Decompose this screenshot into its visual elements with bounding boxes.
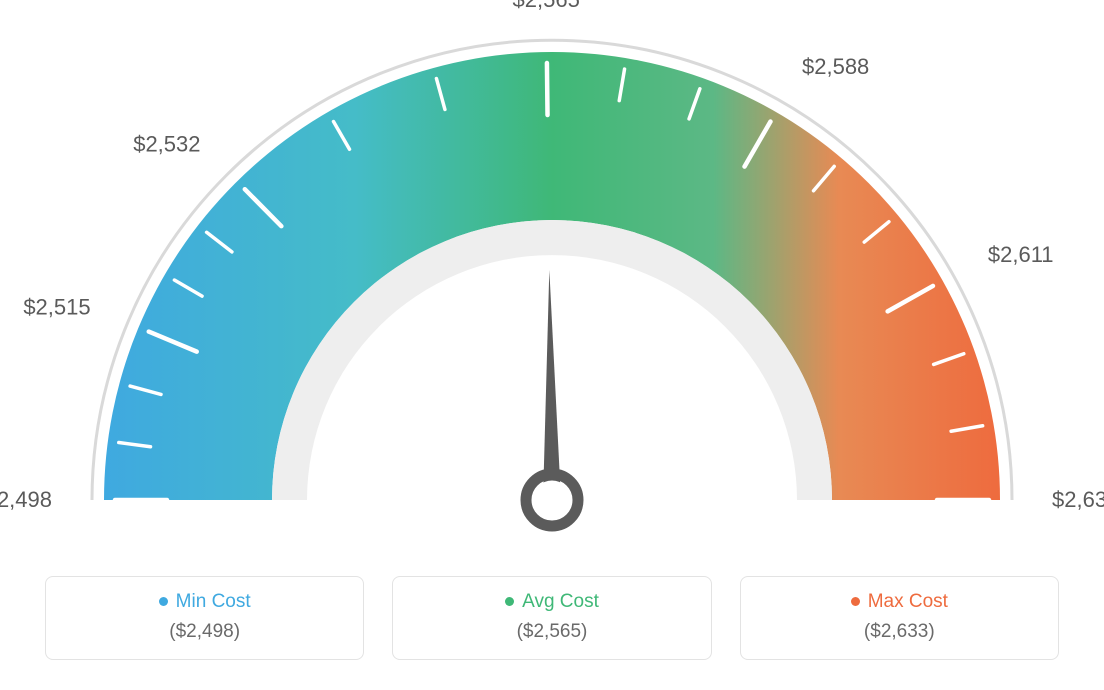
max-cost-card: Max Cost ($2,633) [740,576,1059,660]
max-dot-icon [851,597,860,606]
avg-cost-title: Avg Cost [393,591,710,613]
avg-cost-value: ($2,565) [393,621,710,643]
svg-text:$2,498: $2,498 [0,487,52,512]
max-title-text: Max Cost [868,591,948,612]
svg-text:$2,515: $2,515 [23,294,90,319]
min-dot-icon [159,597,168,606]
avg-title-text: Avg Cost [522,591,599,612]
gauge-chart: $2,498 $2,515 $2,532 $2,565 $2,588 $2,611 $2,6… [0,0,1104,560]
svg-text:$2,588: $2,588 [802,54,869,79]
min-cost-card: Min Cost ($2,498) [45,576,364,660]
avg-dot-icon [505,597,514,606]
legend-row: Min Cost ($2,498) Avg Cost ($2,565) Max … [45,576,1059,660]
max-cost-title: Max Cost [741,591,1058,613]
svg-text:$2,532: $2,532 [133,131,200,156]
min-cost-title: Min Cost [46,591,363,613]
svg-text:$2,565: $2,565 [513,0,580,12]
svg-text:$2,633: $2,633 [1052,487,1104,512]
svg-text:$2,611: $2,611 [988,242,1054,267]
min-title-text: Min Cost [176,591,251,612]
max-cost-value: ($2,633) [741,621,1058,643]
min-cost-value: ($2,498) [46,621,363,643]
avg-cost-card: Avg Cost ($2,565) [392,576,711,660]
gauge-infographic: $2,498 $2,515 $2,532 $2,565 $2,588 $2,611 $2,6… [0,0,1104,690]
